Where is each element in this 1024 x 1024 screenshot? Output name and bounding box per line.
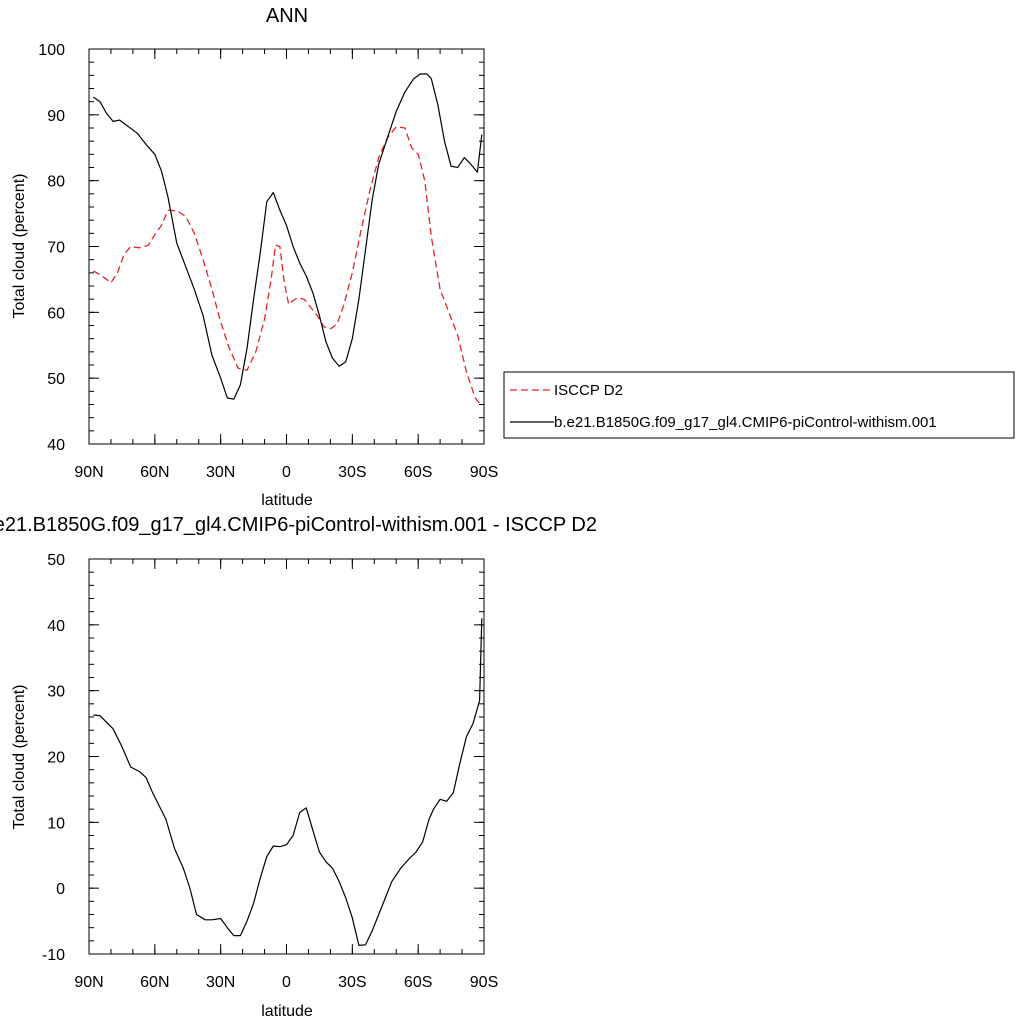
bottom-y-tick-label: 50 bbox=[47, 552, 65, 569]
top-x-tick-label: 90S bbox=[470, 464, 498, 481]
top-y-tick-label: 90 bbox=[47, 108, 65, 125]
bottom-x-tick-label: 60N bbox=[140, 974, 169, 991]
top-x-axis-label: latitude bbox=[261, 492, 313, 509]
bottom-x-tick-label: 90S bbox=[470, 974, 498, 991]
bottom-y-tick-label: 0 bbox=[56, 881, 65, 898]
top-series-line-0 bbox=[93, 126, 483, 407]
top-x-tick-label: 90N bbox=[74, 464, 103, 481]
top-y-tick-label: 60 bbox=[47, 305, 65, 322]
legend-box bbox=[503, 371, 1015, 439]
top-series-line-1 bbox=[93, 73, 483, 400]
bottom-x-tick-label: 90N bbox=[74, 974, 103, 991]
bottom-y-axis-label: Total cloud (percent) bbox=[11, 685, 28, 830]
bottom-y-tick-label: 20 bbox=[47, 750, 65, 767]
top-x-tick-label: 60N bbox=[140, 464, 169, 481]
top-legend: ISCCP D2 b.e21.B1850G.f09_g17_gl4.CMIP6-… bbox=[503, 371, 1015, 439]
bottom-y-tick-label: 40 bbox=[47, 618, 65, 635]
top-y-tick-label: 50 bbox=[47, 371, 65, 388]
bottom-y-tick-label: 10 bbox=[47, 815, 65, 832]
top-y-tick-label: 70 bbox=[47, 240, 65, 257]
top-y-tick-label: 100 bbox=[38, 42, 65, 59]
bottom-plot-frame bbox=[88, 558, 485, 955]
top-plot-area: 90N 60N 30N 0 30S 60S 90S 40 50 60 70 80 90 100 bbox=[38, 42, 498, 481]
bottom-y-tick-label: -10 bbox=[42, 947, 65, 964]
top-x-tick-label: 60S bbox=[404, 464, 432, 481]
bottom-x-tick-label: 30S bbox=[338, 974, 366, 991]
top-y-tick-label: 40 bbox=[47, 437, 65, 454]
top-x-tick-label: 0 bbox=[282, 464, 291, 481]
bottom-chart-title: b.e21.B1850G.f09_g17_gl4.CMIP6-piControl… bbox=[0, 514, 597, 536]
top-x-tick-label: 30N bbox=[206, 464, 235, 481]
bottom-panel: b.e21.B1850G.f09_g17_gl4.CMIP6-piControl… bbox=[0, 514, 597, 1020]
top-panel: ANN latitude Total cloud (percent) 90N 60… bbox=[11, 5, 498, 509]
top-x-tick-label: 30S bbox=[338, 464, 366, 481]
bottom-x-tick-label: 0 bbox=[282, 974, 291, 991]
top-y-tick-label: 80 bbox=[47, 174, 65, 191]
top-y-axis-label: Total cloud (percent) bbox=[11, 174, 28, 319]
bottom-series-line-0 bbox=[93, 618, 483, 947]
top-plot-frame bbox=[88, 48, 485, 445]
bottom-x-axis-label: latitude bbox=[261, 1003, 313, 1020]
legend-label-model: b.e21.B1850G.f09_g17_gl4.CMIP6-piControl… bbox=[554, 414, 937, 431]
bottom-x-tick-label: 60S bbox=[404, 974, 432, 991]
top-chart-title: ANN bbox=[266, 5, 308, 27]
bottom-plot-area: 90N 60N 30N 0 30S 60S 90S -10 0 10 20 30 40 50 bbox=[42, 552, 498, 991]
bottom-y-tick-label: 30 bbox=[47, 684, 65, 701]
legend-label-isccp: ISCCP D2 bbox=[554, 382, 623, 399]
bottom-x-tick-label: 30N bbox=[206, 974, 235, 991]
